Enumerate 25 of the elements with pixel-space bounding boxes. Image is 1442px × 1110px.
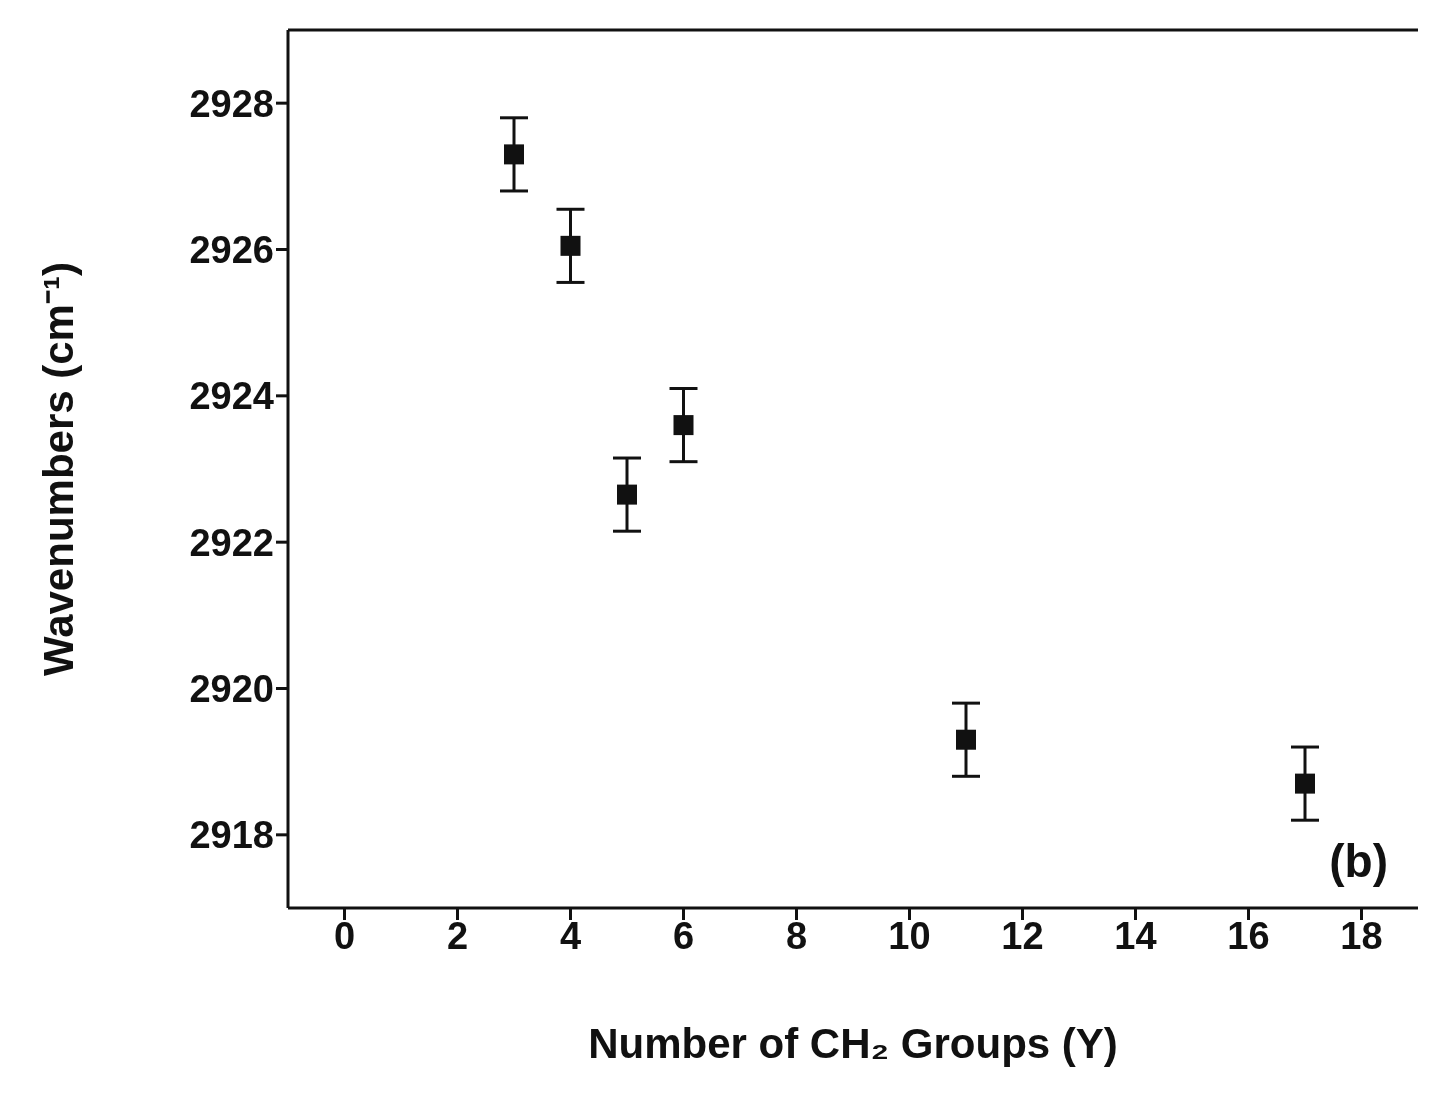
y-axis-title: Wavenumbers (cm⁻¹) [34, 262, 82, 676]
y-tick-label: 2918 [189, 814, 274, 857]
point [1295, 773, 1315, 794]
y-tick-label: 2928 [189, 82, 274, 125]
x-tick-label: 18 [1340, 914, 1383, 957]
x-tick-label: 10 [888, 914, 931, 957]
x-tick-label: 16 [1227, 914, 1270, 957]
x-tick-label: 2 [446, 914, 469, 957]
y-tick-label: 2926 [189, 228, 274, 271]
point [504, 144, 524, 165]
annotation: (b) [1329, 834, 1388, 888]
point [956, 729, 976, 750]
y-tick-label: 2924 [189, 375, 274, 418]
x-tick-label: 0 [333, 914, 356, 957]
y-tick-label: 2922 [189, 521, 274, 564]
point [617, 484, 637, 505]
x-tick-label: 6 [672, 914, 695, 957]
x-tick-label: 14 [1114, 914, 1157, 957]
x-axis-title: Number of CH₂ Groups (Y) [588, 1020, 1118, 1067]
x-tick-label: 4 [559, 914, 582, 957]
x-tick-label: 12 [1001, 914, 1044, 957]
y-tick-label: 2920 [189, 667, 274, 710]
point [673, 415, 694, 436]
point [560, 235, 581, 256]
x-tick-label: 8 [785, 914, 808, 957]
